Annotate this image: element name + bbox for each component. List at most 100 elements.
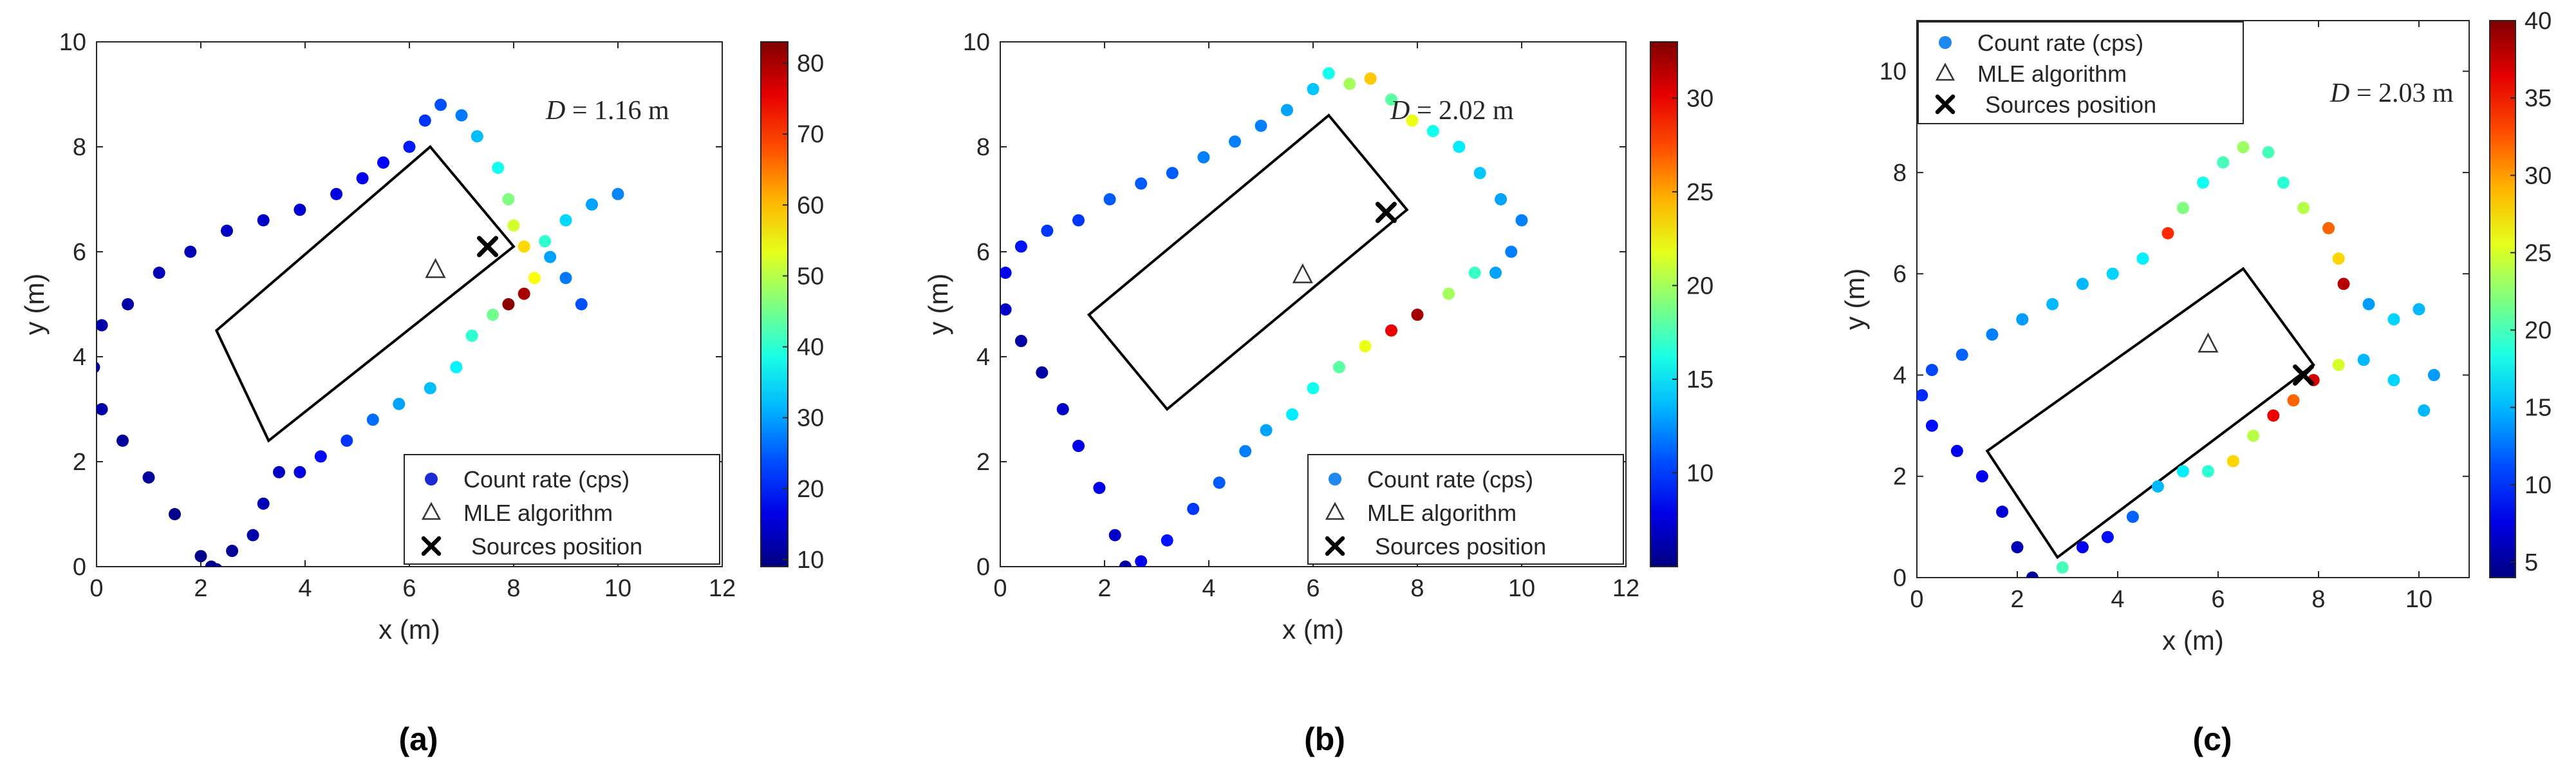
count-rate-point [2237, 141, 2250, 154]
count-rate-point [2387, 313, 2400, 326]
count-rate-point [2076, 541, 2089, 554]
count-rate-point [2161, 227, 2174, 240]
x-axis-label: x (m) [378, 614, 440, 645]
y-tick-label: 2 [73, 449, 86, 476]
mle-estimate-marker [1292, 263, 1313, 283]
count-rate-point [2076, 278, 2089, 290]
legend-label-count-rate: Count rate (cps) [1977, 30, 2143, 56]
count-rate-point [169, 508, 181, 520]
colorbar-tick-label: 20 [797, 476, 824, 503]
colorbar-tick-label: 25 [1686, 179, 1713, 206]
legend-dot-icon [1939, 36, 1952, 49]
count-rate-point [1364, 72, 1377, 85]
count-rate-point [377, 156, 389, 169]
x-tick-label: 0 [1910, 586, 1923, 613]
count-rate-point [97, 361, 100, 373]
count-rate-point [1072, 440, 1085, 453]
count-rate-point [1103, 193, 1116, 205]
colorbar: 10 20 30 40 50 60 70 80 [760, 41, 824, 574]
count-rate-point [1286, 408, 1299, 421]
count-rate-point [1213, 476, 1226, 489]
panel-c: 0 2 4 6 8 10 0 2 4 6 8 10 x (m) y (m) D = 2.03 m Count … [1840, 8, 2552, 757]
count-rate-point [1950, 444, 1963, 457]
count-rate-point [1343, 77, 1356, 90]
colorbar-tick-label: 15 [2525, 395, 2552, 422]
source-x-stroke [477, 236, 498, 258]
count-rate-point [2016, 313, 2029, 326]
count-rate-point [518, 287, 530, 300]
legend: Count rate (cps) MLE algorithm Sources pos… [404, 454, 720, 565]
colorbar-tick-label: 15 [1686, 366, 1713, 393]
y-tick-label: 2 [1893, 464, 1907, 491]
colorbar-scale [1650, 41, 1678, 567]
colorbar-tick-label: 40 [797, 334, 824, 361]
distance-symbol: D [2329, 79, 2349, 108]
count-rate-point [1515, 214, 1528, 227]
source-position-marker [477, 236, 498, 258]
count-rate-point [471, 130, 483, 143]
x-tick-label: 6 [402, 575, 416, 602]
legend-x-icon [1325, 536, 1345, 556]
count-rate-point [1072, 214, 1085, 227]
count-rate-point [2387, 373, 2400, 386]
count-rate-point [1495, 193, 1507, 205]
colorbar-tick-label: 10 [1686, 460, 1713, 487]
count-rate-point [1119, 560, 1132, 567]
legend-triangle-icon [421, 502, 442, 520]
count-rate-point [2362, 297, 2375, 310]
legend-label-sources: Sources position [471, 533, 642, 560]
colorbar-tick-label: 30 [2525, 162, 2552, 189]
count-rate-point [418, 114, 431, 127]
count-rate-point [2136, 252, 2149, 265]
count-rate-point [221, 224, 233, 237]
x-tick-label: 4 [298, 575, 312, 602]
count-rate-point [184, 245, 197, 258]
count-rate-point [2011, 541, 2024, 554]
building-outline [1087, 113, 1409, 411]
count-rate-point [528, 272, 541, 285]
source-x-stroke [2293, 364, 2315, 386]
x-tick-label: 0 [89, 575, 103, 602]
count-rate-point [97, 319, 108, 332]
count-rate-point [314, 450, 327, 463]
count-rate-point [1385, 93, 1397, 106]
panel-a: 0 2 4 6 8 10 12 0 2 4 6 8 10 x (m) y (m) D = 1.16 m Coun… [19, 29, 824, 757]
legend-label-count-rate: Count rate (cps) [1367, 466, 1533, 493]
colorbar-tick-label: 60 [797, 192, 824, 219]
count-rate-point [153, 267, 165, 279]
y-tick-label: 10 [1880, 59, 1907, 86]
count-rate-point [257, 214, 270, 227]
count-rate-point [586, 198, 598, 211]
colorbar-tick-label: 70 [797, 121, 824, 148]
count-rate-point [507, 219, 520, 232]
count-rate-point [2226, 455, 2239, 467]
count-rate-point [2287, 394, 2300, 407]
count-rate-point [403, 140, 416, 153]
y-tick-label: 8 [73, 134, 86, 161]
count-rate-point [2201, 465, 2214, 478]
count-rate-point [97, 403, 108, 415]
count-rate-point [226, 545, 239, 558]
mle-estimate-marker [425, 258, 446, 278]
count-rate-point [1955, 348, 1968, 361]
source-position-marker [2293, 364, 2315, 386]
count-rate-point [611, 187, 624, 200]
count-rate-point [2337, 278, 2350, 290]
count-rate-point [1108, 529, 1121, 542]
y-tick-label: 0 [73, 554, 86, 581]
count-rate-point [1411, 308, 1424, 321]
count-rate-point [2418, 404, 2431, 417]
distance-value: = 1.16 m [565, 96, 669, 126]
legend-label-count-rate: Count rate (cps) [463, 466, 630, 493]
colorbar-scale [760, 41, 789, 567]
y-tick-label: 2 [976, 449, 990, 476]
count-rate-point [559, 272, 572, 285]
x-tick-label: 10 [1508, 575, 1535, 602]
panel-label: (b) [1304, 721, 1345, 757]
count-rate-point [1000, 267, 1012, 279]
x-axis-label: x (m) [1282, 614, 1344, 645]
count-rate-point [1468, 267, 1481, 279]
count-rate-point [294, 466, 306, 478]
colorbar-tick-label: 20 [1686, 272, 1713, 299]
legend-x-stroke [1325, 536, 1345, 556]
